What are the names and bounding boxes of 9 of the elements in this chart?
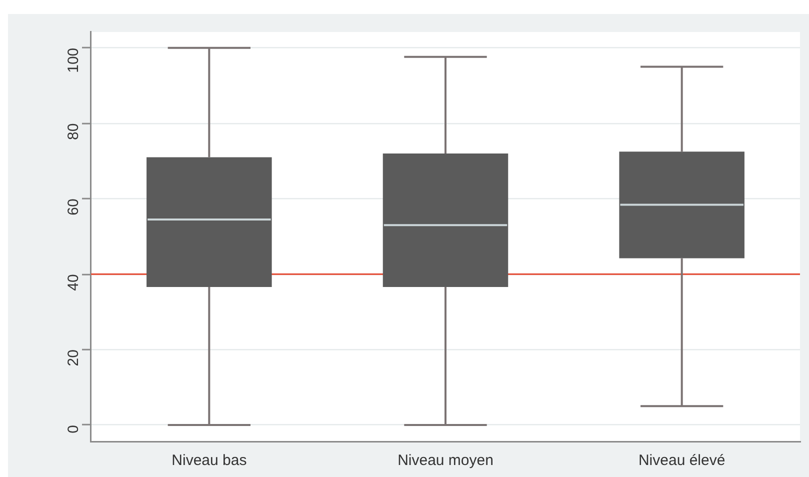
y-tick-label: 40 bbox=[65, 274, 82, 291]
x-tick-label: Niveau moyen bbox=[398, 452, 494, 470]
x-tick-label: Niveau bas bbox=[172, 452, 247, 470]
y-tick-label: 100 bbox=[65, 48, 82, 73]
x-tick-label: Niveau élevé bbox=[638, 452, 726, 470]
y-tick-label: 80 bbox=[65, 123, 82, 140]
y-tick-label: 60 bbox=[65, 198, 82, 216]
y-tick-label: 0 bbox=[65, 425, 82, 434]
y-tick-label: 20 bbox=[65, 350, 82, 366]
